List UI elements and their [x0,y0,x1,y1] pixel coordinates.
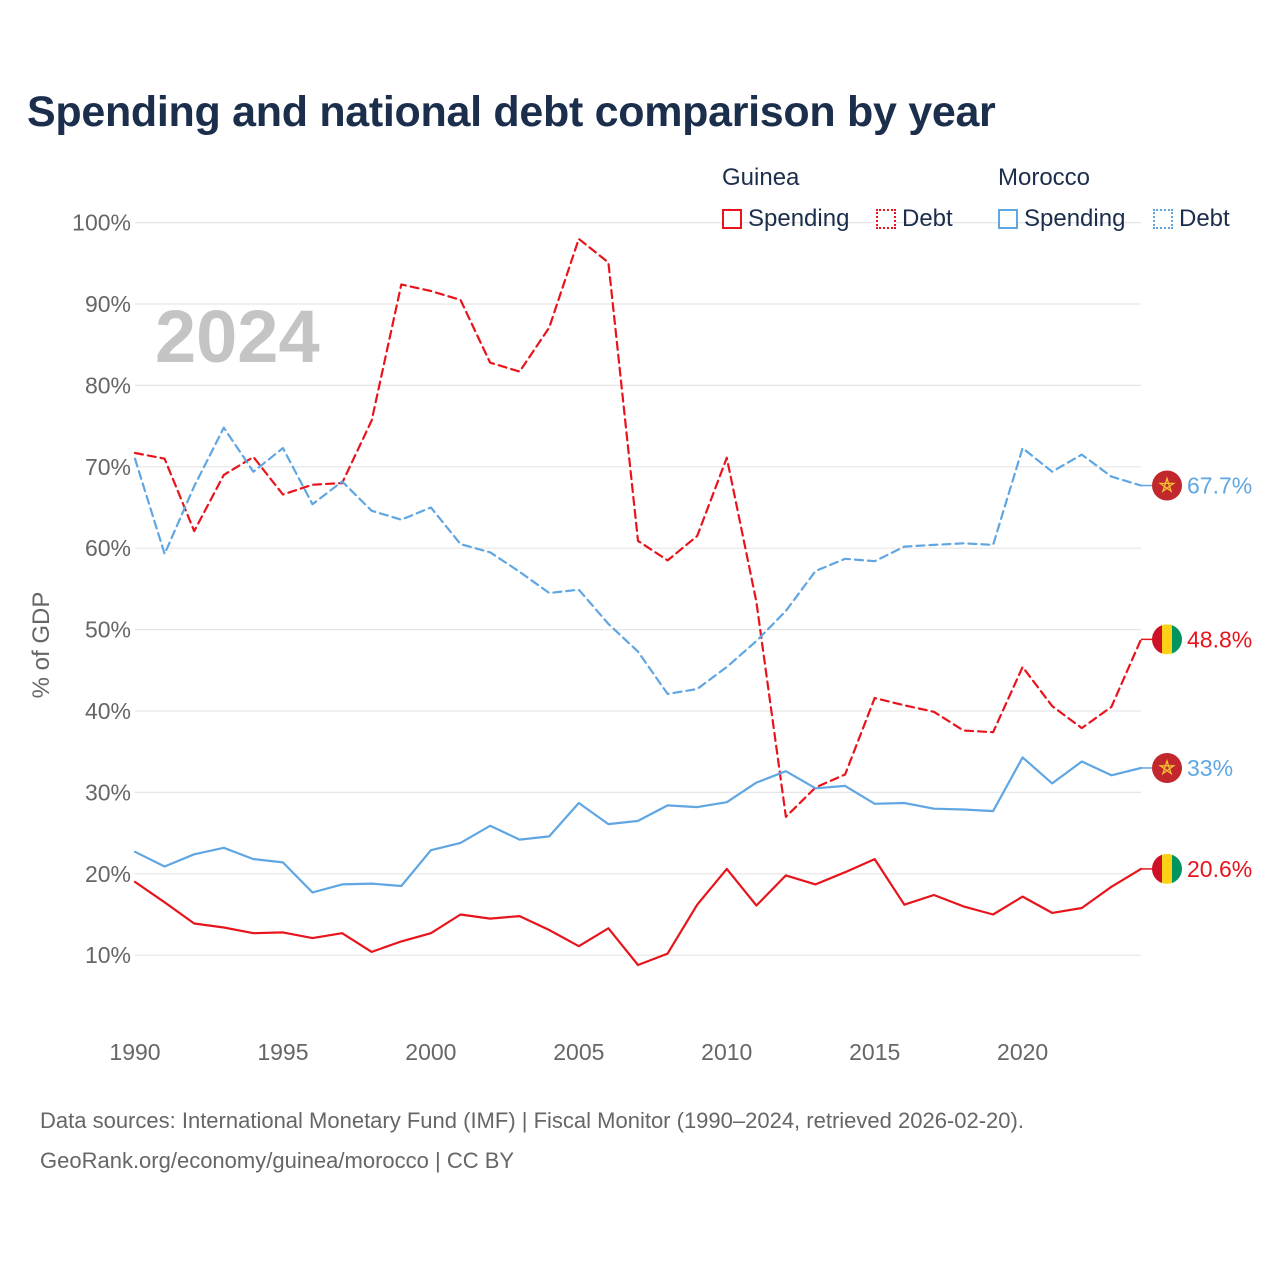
y-tick-label: 10% [85,942,131,968]
x-tick-label: 2010 [701,1039,752,1065]
legend-guinea-title: Guinea [722,164,800,191]
x-tick-label: 1995 [257,1039,308,1065]
y-tick-label: 50% [85,617,131,643]
footer-credit: GeoRank.org/economy/guinea/morocco | CC … [40,1148,515,1173]
x-tick-label: 2020 [997,1039,1048,1065]
y-tick-label: 40% [85,698,131,724]
x-tick-label: 2015 [849,1039,900,1065]
x-tick-label: 2005 [553,1039,604,1065]
end-value-label: 48.8% [1187,626,1252,652]
legend-swatch-morocco-spending [998,209,1018,229]
y-tick-label: 60% [85,535,131,561]
guinea-flag-icon [1152,624,1182,655]
x-tick-label: 1990 [109,1039,160,1065]
legend-morocco-title: Morocco [998,164,1091,191]
morocco-flag-icon [1152,470,1182,501]
series-line-guinea-spending [133,857,1143,967]
legend-label: Spending [748,205,850,232]
legend-morocco-spending[interactable]: Spending [998,204,1125,234]
y-tick-label: 20% [85,861,131,887]
end-value-label: 67.7% [1187,473,1252,499]
legend-guinea-debt[interactable]: Debt [876,204,953,234]
year-watermark: 2024 [155,295,320,378]
y-tick-label: 90% [85,291,131,317]
guinea-flag-icon [1152,853,1182,884]
end-value-label: 33% [1187,755,1233,781]
end-value-label: 20.6% [1187,856,1252,882]
y-tick-labels: 10% 20% 30% 40% 50% 60% 70% 80% 90% 100% [72,210,131,969]
y-tick-label: 30% [85,779,131,805]
y-axis-label: % of GDP [28,592,55,699]
series-layer [133,237,1143,967]
series-line-guinea-debt [133,237,1143,818]
series-line-morocco-spending [133,756,1143,894]
legend-swatch-guinea-spending [722,209,742,229]
legend-label: Debt [1179,205,1230,232]
legend-swatch-morocco-debt [1153,209,1173,229]
footer-sources: Data sources: International Monetary Fun… [40,1108,1024,1133]
chart-title: Spending and national debt comparison by… [27,88,996,136]
y-tick-label: 100% [72,210,131,236]
x-tick-label: 2000 [405,1039,456,1065]
grid-layer [135,222,1141,956]
x-tick-labels: 1990 1995 2000 2005 2010 2015 2020 [109,1039,1048,1065]
legend-label: Debt [902,205,953,232]
legend-guinea-spending[interactable]: Spending [722,204,849,234]
end-labels: 20.6% 48.8% 33% 67.7% [1141,470,1252,884]
legend-morocco-debt[interactable]: Debt [1153,204,1230,234]
series-line-morocco-debt [133,426,1143,696]
legend-label: Spending [1024,205,1126,232]
legend-swatch-guinea-debt [876,209,896,229]
y-tick-label: 70% [85,454,131,480]
y-tick-label: 80% [85,372,131,398]
morocco-flag-icon [1152,752,1182,783]
